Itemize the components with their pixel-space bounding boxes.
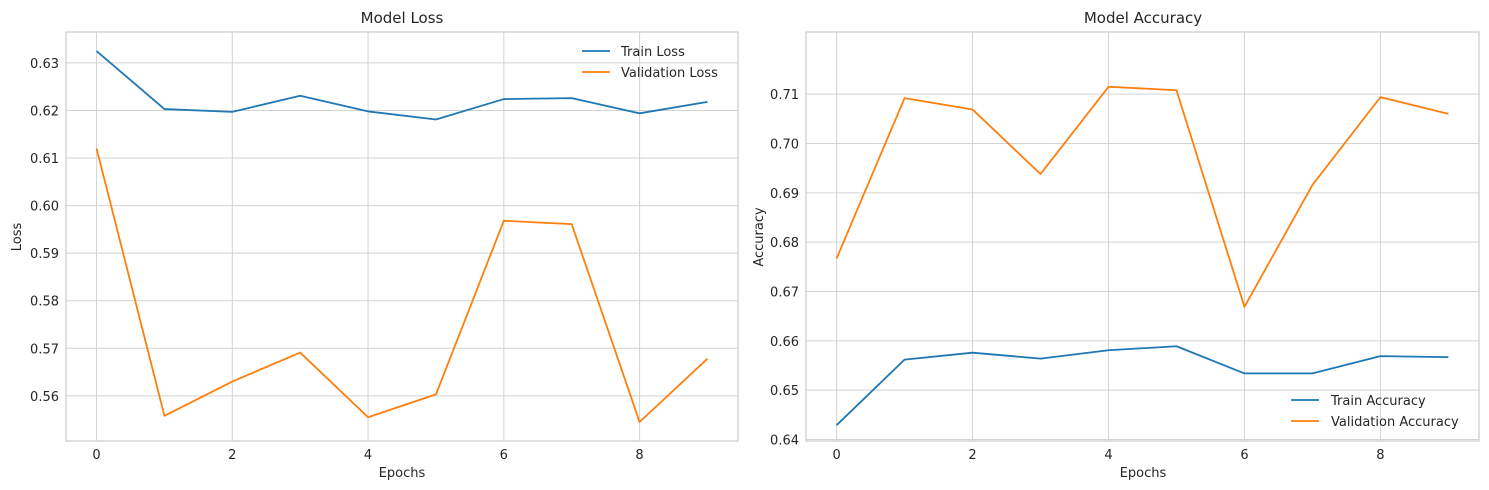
loss-x-axis-label: Epochs [379,466,426,481]
accuracy-y-axis-label: Accuracy [752,207,767,267]
loss-legend: Train Loss Validation Loss [582,45,718,81]
accuracy-y-tick-label: 0.66 [770,335,799,350]
loss-x-ticks: 0 2 4 6 8 [92,448,643,463]
accuracy-y-tick-label: 0.65 [770,384,799,399]
accuracy-x-tick-label: 0 [832,448,840,463]
accuracy-chart-panel: 0 2 4 6 8 0.64 0.65 0.66 0.67 0.68 0.69 0.70 0.71 M… [752,9,1480,481]
loss-y-tick-label: 0.63 [30,57,59,72]
accuracy-plot-frame [805,31,1480,442]
loss-x-tick-label: 2 [228,448,236,463]
accuracy-x-tick-label: 6 [1240,448,1248,463]
accuracy-x-tick-label: 4 [1104,448,1112,463]
loss-x-tick-label: 0 [92,448,100,463]
loss-chart-panel: 0 2 4 6 8 0.56 0.57 0.58 0.59 0.60 0.61 0.62 0.63 M… [10,9,739,481]
loss-grid [66,32,738,441]
loss-x-tick-label: 4 [364,448,372,463]
loss-chart-title: Model Loss [361,9,444,27]
loss-legend-label-validation: Validation Loss [621,66,718,81]
accuracy-y-tick-label: 0.70 [770,138,799,153]
accuracy-y-ticks: 0.64 0.65 0.66 0.67 0.68 0.69 0.70 0.71 [770,88,799,448]
loss-x-tick-label: 6 [500,448,508,463]
loss-y-tick-label: 0.58 [30,295,59,310]
accuracy-y-tick-label: 0.71 [770,88,799,103]
loss-y-tick-label: 0.59 [30,247,59,262]
accuracy-y-tick-label: 0.68 [770,236,799,251]
accuracy-grid [806,32,1479,441]
accuracy-legend-label-validation: Validation Accuracy [1331,415,1459,430]
loss-y-axis-label: Loss [10,223,25,252]
loss-y-tick-label: 0.62 [30,104,59,119]
accuracy-x-axis-label: Epochs [1120,466,1167,481]
loss-y-tick-label: 0.57 [30,342,59,357]
loss-y-tick-label: 0.60 [30,200,59,215]
accuracy-y-tick-label: 0.69 [770,187,799,202]
loss-y-tick-label: 0.56 [30,390,59,405]
loss-train-loss-line [95,50,708,121]
accuracy-validation-accuracy-line [835,85,1449,308]
accuracy-legend: Train Accuracy Validation Accuracy [1291,394,1459,430]
accuracy-legend-label-train: Train Accuracy [1330,394,1426,409]
loss-y-tick-label: 0.61 [30,152,59,167]
accuracy-series-group [835,85,1449,426]
accuracy-chart-title: Model Accuracy [1084,9,1202,27]
loss-y-ticks: 0.56 0.57 0.58 0.59 0.60 0.61 0.62 0.63 [30,57,59,405]
loss-series-group [95,50,709,423]
loss-validation-loss-line [95,148,709,423]
accuracy-x-tick-label: 8 [1376,448,1384,463]
accuracy-y-tick-label: 0.67 [770,286,799,301]
accuracy-train-accuracy-line [835,345,1449,426]
accuracy-x-ticks: 0 2 4 6 8 [832,448,1384,463]
loss-legend-label-train: Train Loss [620,45,685,60]
accuracy-x-tick-label: 2 [968,448,976,463]
loss-plot-frame [65,31,739,442]
accuracy-y-tick-label: 0.64 [770,434,799,449]
loss-x-tick-label: 8 [635,448,643,463]
